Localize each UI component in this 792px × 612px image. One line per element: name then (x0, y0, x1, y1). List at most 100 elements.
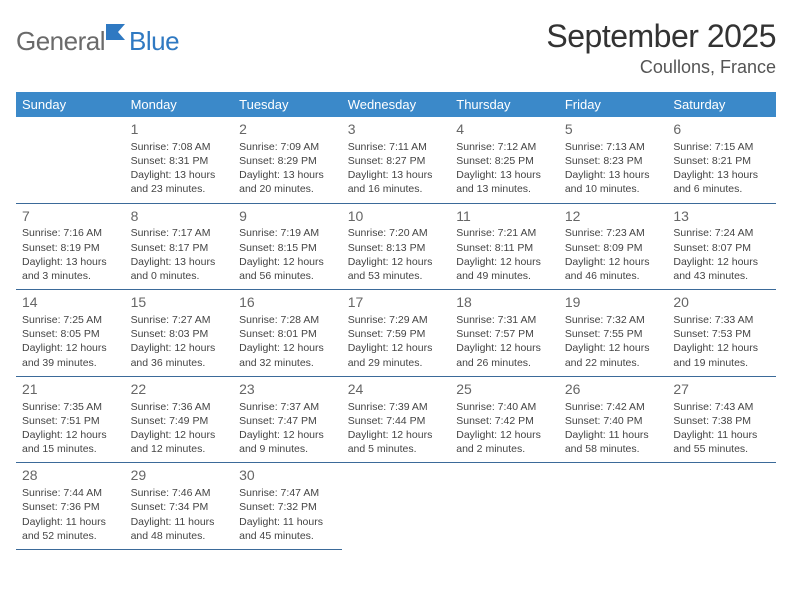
daylight-text: Daylight: 11 hours and 45 minutes. (239, 515, 336, 543)
daylight-text: Daylight: 13 hours and 23 minutes. (131, 168, 228, 196)
day-number: 25 (456, 380, 553, 399)
calendar-cell: 21Sunrise: 7:35 AMSunset: 7:51 PMDayligh… (16, 376, 125, 463)
day-number: 8 (131, 207, 228, 226)
calendar-cell (559, 463, 668, 550)
day-number: 12 (565, 207, 662, 226)
sunrise-text: Sunrise: 7:11 AM (348, 140, 445, 154)
daylight-text: Daylight: 12 hours and 43 minutes. (673, 255, 770, 283)
calendar-cell: 1Sunrise: 7:08 AMSunset: 8:31 PMDaylight… (125, 117, 234, 203)
sunrise-text: Sunrise: 7:13 AM (565, 140, 662, 154)
calendar-cell: 12Sunrise: 7:23 AMSunset: 8:09 PMDayligh… (559, 203, 668, 290)
day-number: 10 (348, 207, 445, 226)
sunrise-text: Sunrise: 7:39 AM (348, 400, 445, 414)
calendar-cell: 24Sunrise: 7:39 AMSunset: 7:44 PMDayligh… (342, 376, 451, 463)
daylight-text: Daylight: 13 hours and 3 minutes. (22, 255, 119, 283)
sunset-text: Sunset: 8:17 PM (131, 241, 228, 255)
calendar-cell: 30Sunrise: 7:47 AMSunset: 7:32 PMDayligh… (233, 463, 342, 550)
sunset-text: Sunset: 8:29 PM (239, 154, 336, 168)
daylight-text: Daylight: 12 hours and 22 minutes. (565, 341, 662, 369)
sunset-text: Sunset: 7:32 PM (239, 500, 336, 514)
sunrise-text: Sunrise: 7:40 AM (456, 400, 553, 414)
sunset-text: Sunset: 8:13 PM (348, 241, 445, 255)
daylight-text: Daylight: 11 hours and 55 minutes. (673, 428, 770, 456)
calendar-table: Sunday Monday Tuesday Wednesday Thursday… (16, 92, 776, 550)
calendar-row: 7Sunrise: 7:16 AMSunset: 8:19 PMDaylight… (16, 203, 776, 290)
day-number: 13 (673, 207, 770, 226)
sunrise-text: Sunrise: 7:47 AM (239, 486, 336, 500)
daylight-text: Daylight: 11 hours and 52 minutes. (22, 515, 119, 543)
sunrise-text: Sunrise: 7:33 AM (673, 313, 770, 327)
daylight-text: Daylight: 12 hours and 12 minutes. (131, 428, 228, 456)
sunset-text: Sunset: 7:44 PM (348, 414, 445, 428)
month-title: September 2025 (546, 18, 776, 55)
daylight-text: Daylight: 12 hours and 2 minutes. (456, 428, 553, 456)
sunrise-text: Sunrise: 7:42 AM (565, 400, 662, 414)
sunrise-text: Sunrise: 7:21 AM (456, 226, 553, 240)
sunset-text: Sunset: 7:36 PM (22, 500, 119, 514)
sunset-text: Sunset: 7:38 PM (673, 414, 770, 428)
calendar-cell: 7Sunrise: 7:16 AMSunset: 8:19 PMDaylight… (16, 203, 125, 290)
day-number: 18 (456, 293, 553, 312)
daylight-text: Daylight: 12 hours and 26 minutes. (456, 341, 553, 369)
daylight-text: Daylight: 12 hours and 39 minutes. (22, 341, 119, 369)
calendar-cell: 3Sunrise: 7:11 AMSunset: 8:27 PMDaylight… (342, 117, 451, 203)
calendar-cell (16, 117, 125, 203)
day-number: 22 (131, 380, 228, 399)
daylight-text: Daylight: 12 hours and 5 minutes. (348, 428, 445, 456)
day-number: 17 (348, 293, 445, 312)
logo-text-blue: Blue (129, 26, 179, 57)
daylight-text: Daylight: 12 hours and 29 minutes. (348, 341, 445, 369)
sunrise-text: Sunrise: 7:31 AM (456, 313, 553, 327)
sunrise-text: Sunrise: 7:37 AM (239, 400, 336, 414)
calendar-cell: 14Sunrise: 7:25 AMSunset: 8:05 PMDayligh… (16, 290, 125, 377)
calendar-cell: 22Sunrise: 7:36 AMSunset: 7:49 PMDayligh… (125, 376, 234, 463)
calendar-cell: 19Sunrise: 7:32 AMSunset: 7:55 PMDayligh… (559, 290, 668, 377)
calendar-cell: 28Sunrise: 7:44 AMSunset: 7:36 PMDayligh… (16, 463, 125, 550)
calendar-cell: 10Sunrise: 7:20 AMSunset: 8:13 PMDayligh… (342, 203, 451, 290)
day-number: 30 (239, 466, 336, 485)
sunrise-text: Sunrise: 7:28 AM (239, 313, 336, 327)
daylight-text: Daylight: 13 hours and 10 minutes. (565, 168, 662, 196)
sunset-text: Sunset: 8:15 PM (239, 241, 336, 255)
day-number: 5 (565, 120, 662, 139)
calendar-row: 1Sunrise: 7:08 AMSunset: 8:31 PMDaylight… (16, 117, 776, 203)
calendar-cell: 13Sunrise: 7:24 AMSunset: 8:07 PMDayligh… (667, 203, 776, 290)
sunset-text: Sunset: 7:40 PM (565, 414, 662, 428)
day-number: 19 (565, 293, 662, 312)
daylight-text: Daylight: 13 hours and 6 minutes. (673, 168, 770, 196)
sunset-text: Sunset: 7:53 PM (673, 327, 770, 341)
logo-flag-icon (105, 23, 127, 46)
weekday-header: Monday (125, 92, 234, 117)
weekday-header: Thursday (450, 92, 559, 117)
sunset-text: Sunset: 8:09 PM (565, 241, 662, 255)
sunset-text: Sunset: 7:42 PM (456, 414, 553, 428)
sunset-text: Sunset: 7:57 PM (456, 327, 553, 341)
day-number: 23 (239, 380, 336, 399)
sunrise-text: Sunrise: 7:19 AM (239, 226, 336, 240)
day-number: 11 (456, 207, 553, 226)
sunrise-text: Sunrise: 7:09 AM (239, 140, 336, 154)
logo-text-general: General (16, 26, 105, 57)
sunset-text: Sunset: 7:49 PM (131, 414, 228, 428)
daylight-text: Daylight: 12 hours and 36 minutes. (131, 341, 228, 369)
day-number: 6 (673, 120, 770, 139)
sunrise-text: Sunrise: 7:43 AM (673, 400, 770, 414)
title-block: September 2025 Coullons, France (546, 18, 776, 78)
calendar-cell: 5Sunrise: 7:13 AMSunset: 8:23 PMDaylight… (559, 117, 668, 203)
sunrise-text: Sunrise: 7:25 AM (22, 313, 119, 327)
sunrise-text: Sunrise: 7:32 AM (565, 313, 662, 327)
calendar-cell: 23Sunrise: 7:37 AMSunset: 7:47 PMDayligh… (233, 376, 342, 463)
calendar-row: 28Sunrise: 7:44 AMSunset: 7:36 PMDayligh… (16, 463, 776, 550)
calendar-cell (667, 463, 776, 550)
calendar-cell: 16Sunrise: 7:28 AMSunset: 8:01 PMDayligh… (233, 290, 342, 377)
day-number: 21 (22, 380, 119, 399)
sunrise-text: Sunrise: 7:23 AM (565, 226, 662, 240)
day-number: 15 (131, 293, 228, 312)
calendar-body: 1Sunrise: 7:08 AMSunset: 8:31 PMDaylight… (16, 117, 776, 549)
calendar-cell (342, 463, 451, 550)
day-number: 7 (22, 207, 119, 226)
daylight-text: Daylight: 12 hours and 32 minutes. (239, 341, 336, 369)
daylight-text: Daylight: 11 hours and 48 minutes. (131, 515, 228, 543)
sunrise-text: Sunrise: 7:27 AM (131, 313, 228, 327)
daylight-text: Daylight: 12 hours and 46 minutes. (565, 255, 662, 283)
